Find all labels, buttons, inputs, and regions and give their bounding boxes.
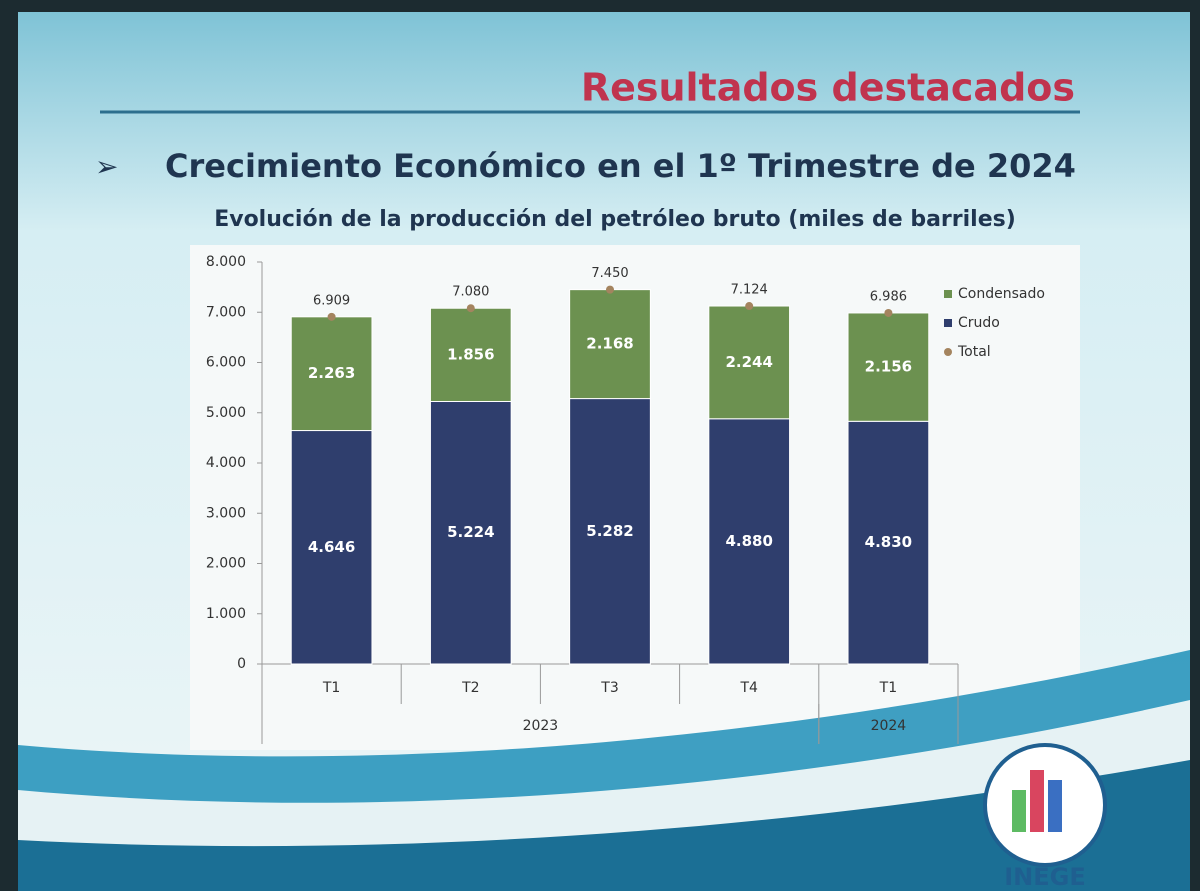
value-label: 4.830 xyxy=(865,533,912,551)
logo-circle xyxy=(983,743,1107,867)
logo-bar xyxy=(1048,780,1062,832)
legend-label: Total xyxy=(957,344,991,360)
bar-segment xyxy=(847,420,930,665)
total-label: 7.124 xyxy=(731,283,768,298)
y-tick-label: 8.000 xyxy=(206,254,246,270)
value-label: 2.263 xyxy=(308,364,355,382)
total-marker xyxy=(745,302,754,311)
total-label: 6.909 xyxy=(313,293,350,308)
group-label: 2024 xyxy=(871,718,907,734)
total-marker xyxy=(884,308,893,317)
x-tick-label: T3 xyxy=(600,680,618,696)
y-tick-label: 2.000 xyxy=(206,556,246,572)
value-label: 2.168 xyxy=(586,335,633,353)
wave xyxy=(18,760,1190,891)
total-marker xyxy=(327,312,336,321)
bar-segment xyxy=(429,307,512,402)
value-label: 4.646 xyxy=(308,538,355,556)
heading: Crecimiento Económico en el 1º Trimestre… xyxy=(165,147,1076,185)
group-label: 2023 xyxy=(523,718,559,734)
total-label: 6.986 xyxy=(870,289,907,304)
value-label: 5.224 xyxy=(447,523,494,541)
chart-title: Evolución de la producción del petróleo … xyxy=(214,207,1016,232)
slide-title: Resultados destacados xyxy=(581,66,1075,110)
legend-swatch xyxy=(944,319,952,327)
y-tick-label: 6.000 xyxy=(206,355,246,371)
x-tick-label: T1 xyxy=(322,680,340,696)
y-tick-label: 1.000 xyxy=(206,606,246,622)
x-tick-label: T4 xyxy=(739,680,758,696)
value-label: 1.856 xyxy=(447,345,494,363)
value-label: 2.244 xyxy=(725,353,772,371)
logo-text: INEGE xyxy=(1004,863,1086,891)
bar-segment xyxy=(708,418,791,665)
y-tick-label: 7.000 xyxy=(206,304,246,320)
y-tick-label: 4.000 xyxy=(206,455,246,471)
legend-label: Crudo xyxy=(958,315,1000,331)
y-tick-label: 3.000 xyxy=(206,505,246,521)
y-tick-label: 0 xyxy=(237,656,246,672)
bullet-arrow: ➢ xyxy=(95,150,118,183)
logo-bar xyxy=(1012,790,1026,832)
total-label: 7.080 xyxy=(452,285,489,300)
logo-bar xyxy=(1030,770,1044,832)
y-tick-label: 5.000 xyxy=(206,405,246,421)
value-label: 5.282 xyxy=(586,522,633,540)
x-tick-label: T2 xyxy=(461,680,479,696)
total-marker xyxy=(606,285,614,294)
legend-swatch xyxy=(944,348,952,356)
legend-label: Condensado xyxy=(958,286,1045,302)
bar-segment xyxy=(290,316,373,432)
total-label: 7.450 xyxy=(591,266,628,281)
legend-swatch xyxy=(944,290,952,298)
value-label: 4.880 xyxy=(725,532,772,550)
value-label: 2.156 xyxy=(865,358,912,376)
bar-segment xyxy=(429,400,512,665)
bar-segment xyxy=(569,398,651,665)
x-tick-label: T1 xyxy=(879,680,897,696)
bar-segment xyxy=(708,305,791,420)
total-marker xyxy=(466,304,475,313)
